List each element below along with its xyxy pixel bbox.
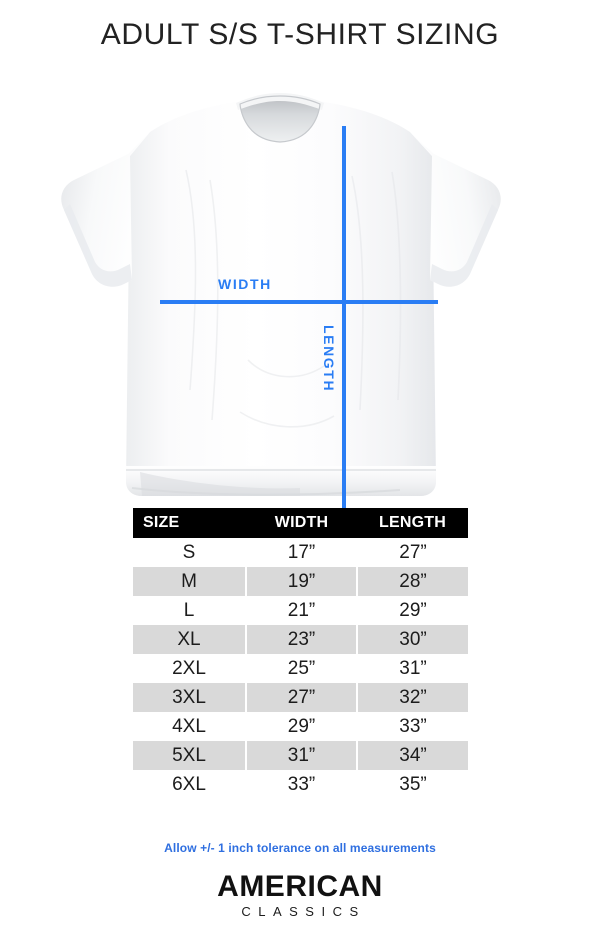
cell-length: 30” [357, 625, 468, 654]
tshirt-graphic [61, 93, 501, 496]
table-row: 5XL 31” 34” [133, 741, 468, 770]
tolerance-note: Allow +/- 1 inch tolerance on all measur… [164, 841, 436, 855]
cell-length: 29” [357, 596, 468, 625]
cell-size: M [133, 567, 247, 596]
column-header-length: LENGTH [357, 508, 468, 538]
cell-length: 31” [357, 654, 468, 683]
cell-size: 5XL [133, 741, 247, 770]
table-row: M 19” 28” [133, 567, 468, 596]
cell-size: 3XL [133, 683, 247, 712]
table-row: S 17” 27” [133, 538, 468, 567]
size-chart-body: S 17” 27” M 19” 28” L 21” 29” XL 23” 30”… [133, 538, 468, 799]
column-header-size: SIZE [133, 508, 246, 538]
cell-width: 17” [246, 538, 358, 567]
cell-length: 32” [357, 683, 468, 712]
brand-subtitle: CLASSICS [241, 904, 366, 919]
cell-length: 28” [357, 567, 468, 596]
cell-length: 27” [357, 538, 468, 567]
cell-size: XL [133, 625, 247, 654]
table-row: 2XL 25” 31” [133, 654, 468, 683]
width-guide-line [160, 300, 438, 304]
cell-width: 33” [246, 770, 358, 799]
page-title: ADULT S/S T-SHIRT SIZING [100, 18, 500, 51]
cell-width: 27” [246, 683, 358, 712]
cell-size: L [133, 596, 247, 625]
cell-width: 31” [246, 741, 358, 770]
length-guide-line [342, 126, 346, 558]
cell-width: 29” [246, 712, 358, 741]
cell-width: 21” [246, 596, 358, 625]
brand-name: AMERICAN [217, 870, 383, 903]
cell-length: 33” [357, 712, 468, 741]
cell-size: 6XL [133, 770, 247, 799]
cell-length: 34” [357, 741, 468, 770]
column-header-width: WIDTH [246, 508, 357, 538]
table-row: XL 23” 30” [133, 625, 468, 654]
cell-width: 19” [246, 567, 358, 596]
tshirt-illustration: WIDTH LENGTH [0, 60, 600, 558]
cell-size: 2XL [133, 654, 247, 683]
table-row: 4XL 29” 33” [133, 712, 468, 741]
size-chart-header: SIZE WIDTH LENGTH [133, 508, 468, 538]
table-row: L 21” 29” [133, 596, 468, 625]
brand-logo: AMERICAN CLASSICS [0, 871, 600, 921]
table-header-row: SIZE WIDTH LENGTH [133, 508, 468, 538]
length-guide-label: LENGTH [321, 325, 337, 393]
cell-width: 23” [246, 625, 358, 654]
cell-width: 25” [246, 654, 358, 683]
cell-size: 4XL [133, 712, 247, 741]
cell-size: S [133, 538, 247, 567]
table-row: 3XL 27” 32” [133, 683, 468, 712]
size-chart-table: SIZE WIDTH LENGTH S 17” 27” M 19” 28” L … [133, 508, 468, 799]
table-row: 6XL 33” 35” [133, 770, 468, 799]
width-guide-label: WIDTH [218, 276, 272, 292]
cell-length: 35” [357, 770, 468, 799]
